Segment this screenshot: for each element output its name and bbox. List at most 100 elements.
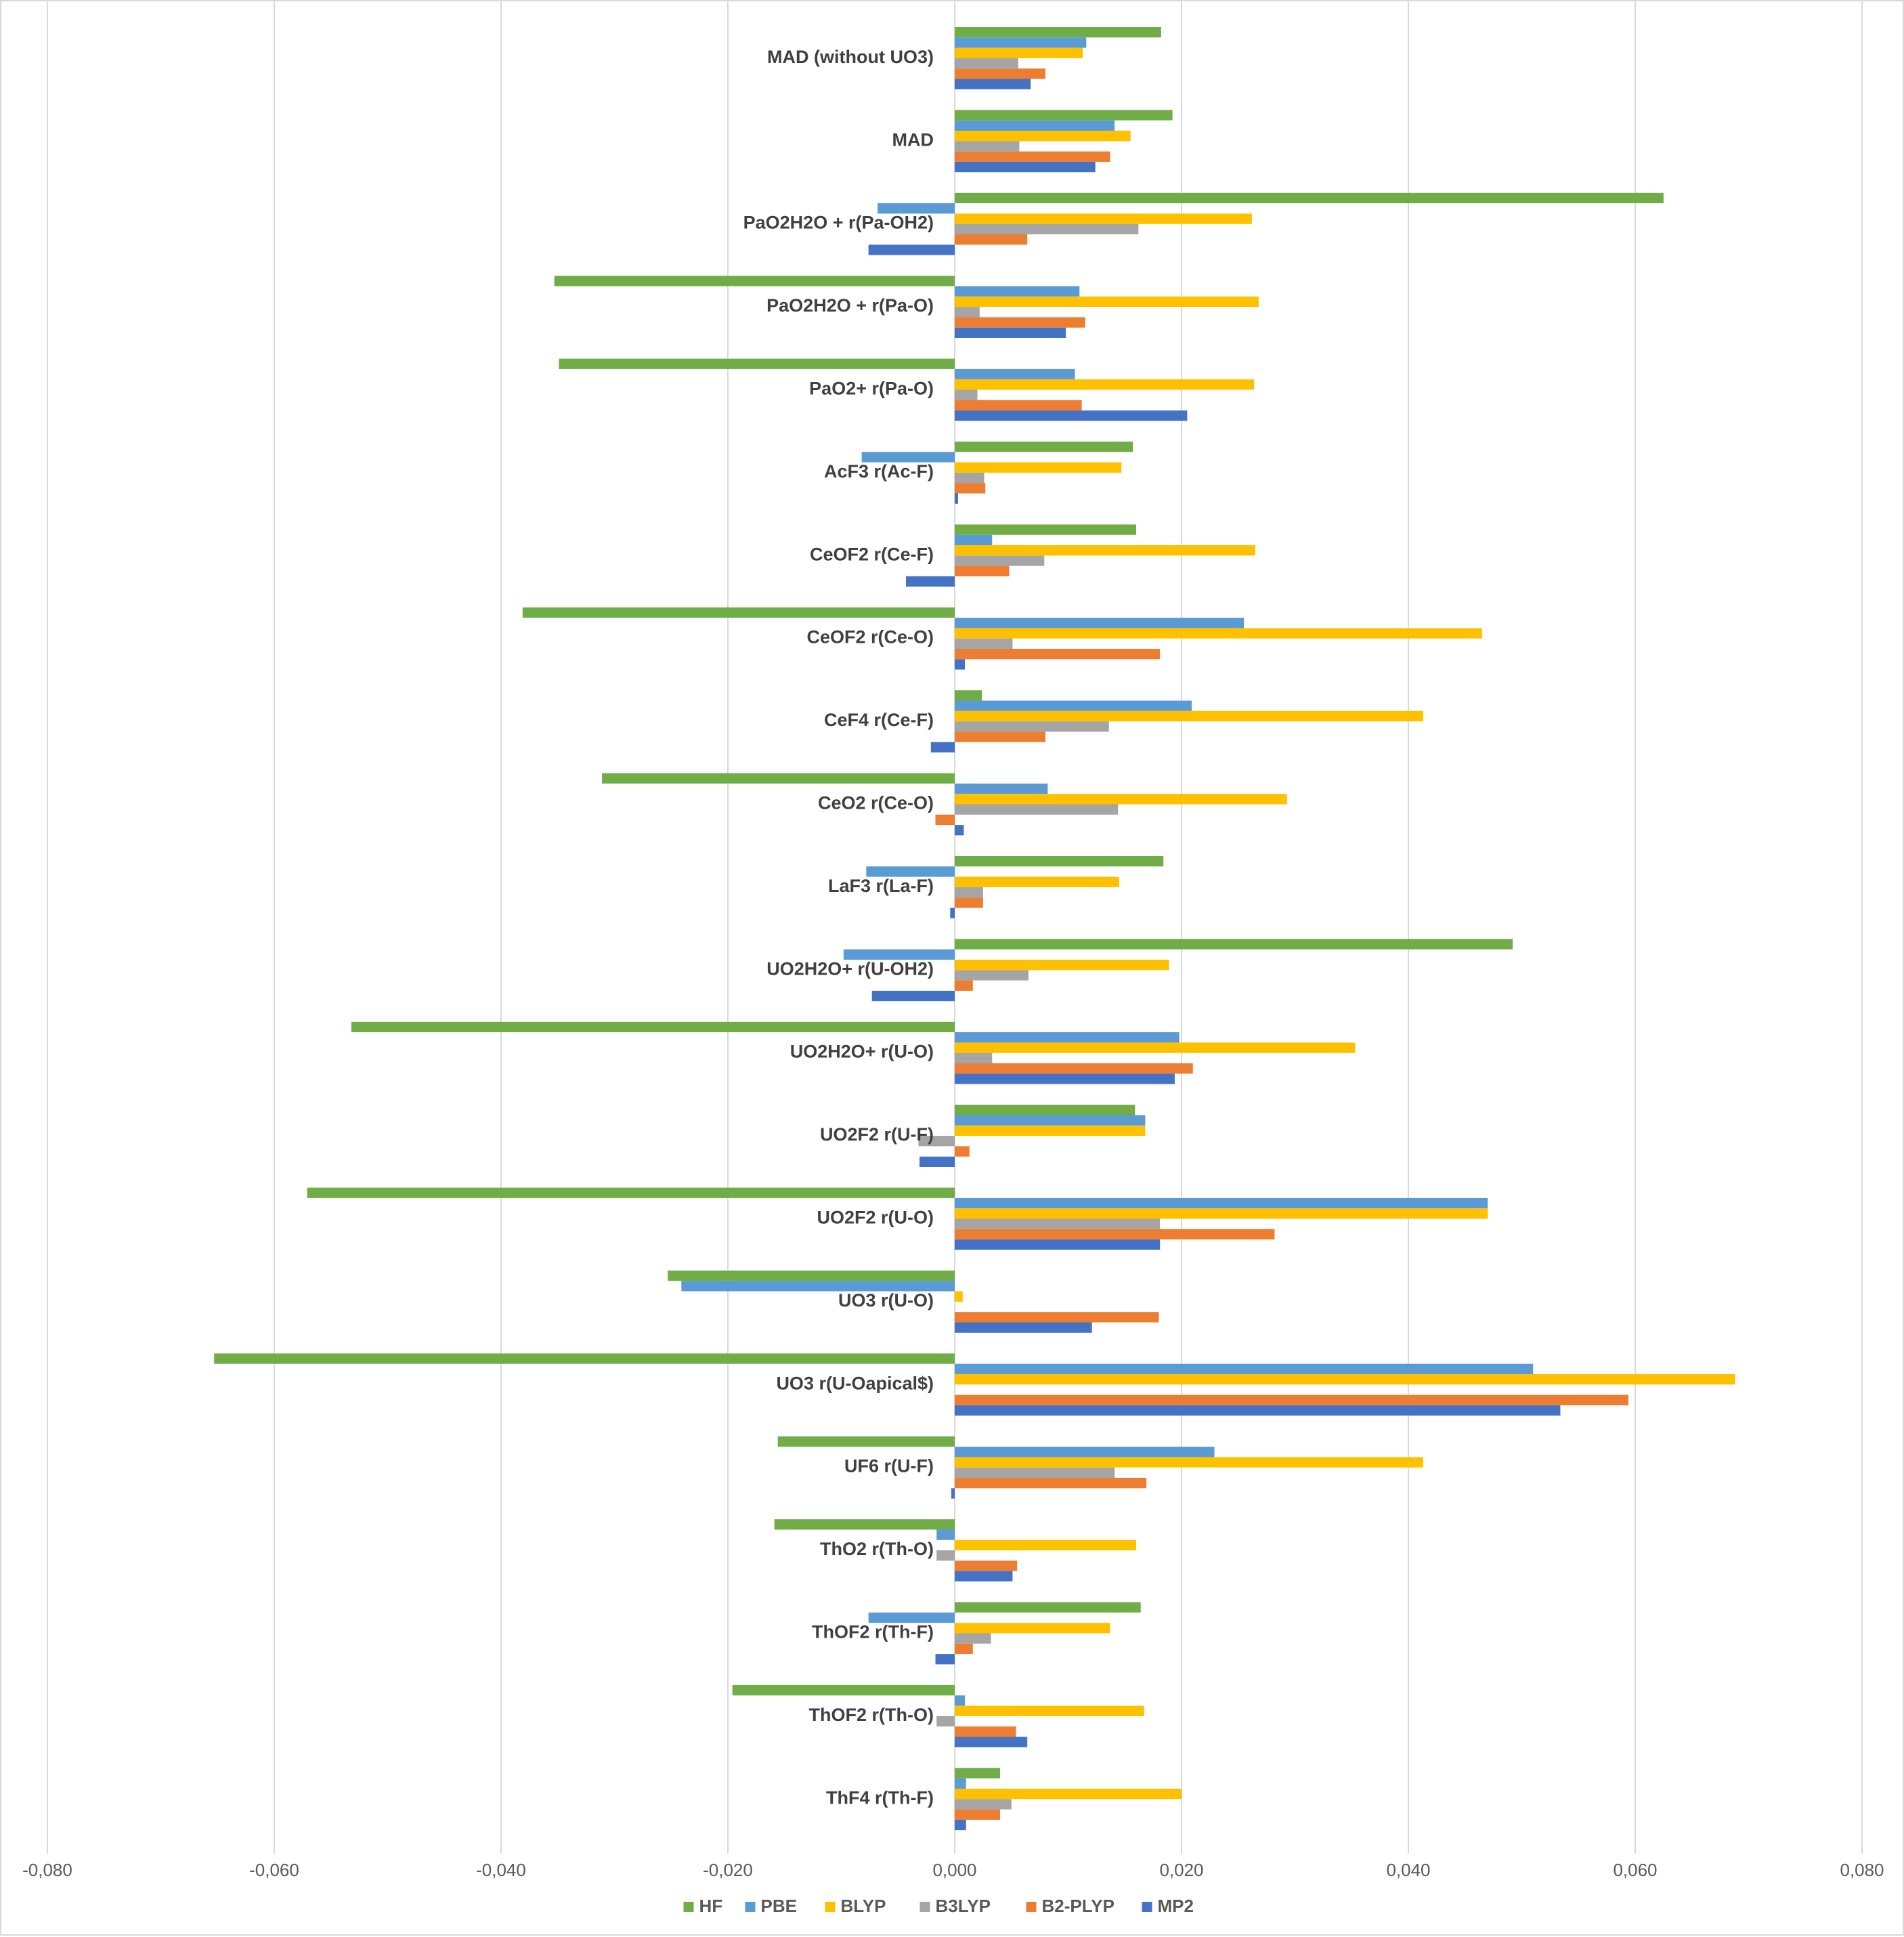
bar-blyp: [955, 1539, 1136, 1551]
category-label: PaO2H2O + r(Pa-O): [766, 295, 934, 316]
bar-blyp: [955, 131, 1131, 142]
bar-mp2: [871, 990, 955, 1002]
legend-label-b3lyp: B3LYP: [936, 1896, 991, 1916]
bar-blyp: [955, 1457, 1423, 1468]
bar-mp2: [955, 1405, 1561, 1416]
bar-mp2: [955, 1737, 1028, 1747]
bar-b2-plyp: [955, 317, 1085, 328]
bar-b2-plyp: [955, 1229, 1275, 1240]
bar-b3lyp: [955, 970, 1029, 981]
bar-b3lyp: [955, 721, 1109, 732]
bar-pbe: [955, 1447, 1215, 1457]
bar-pbe: [955, 618, 1245, 629]
bar-b2-plyp: [955, 1560, 1018, 1571]
bar-pbe: [868, 1612, 955, 1623]
x-axis-tick-labels: -0,080 -0,060 -0,040 -0,020 0,000 0,020 0,040 0…: [22, 1860, 1884, 1880]
legend-label-pbe: PBE: [761, 1896, 797, 1916]
bar-pbe: [955, 1778, 966, 1789]
bar-blyp: [955, 545, 1255, 556]
bar-hf: [351, 1021, 955, 1033]
bar-mp2: [955, 410, 1188, 421]
bar-pbe: [955, 1197, 1488, 1209]
bar-b2-plyp: [955, 1312, 1159, 1323]
bar-mp2: [955, 1571, 1013, 1581]
bar-b2-plyp: [955, 400, 1082, 411]
category-label: CeOF2 r(Ce-F): [810, 544, 934, 564]
bar-b3lyp: [955, 1467, 1115, 1478]
category-label: UF6 r(U-F): [844, 1456, 934, 1476]
bar-b3lyp: [955, 472, 985, 484]
bar-hf: [955, 27, 1161, 38]
legend: HF PBE BLYP B3LYP B2-PLYP MP2: [683, 1896, 1194, 1916]
bar-mp2: [955, 659, 966, 670]
bar-hf: [955, 690, 982, 701]
bar-hf: [774, 1519, 955, 1530]
category-label: UO2F2 r(U-F): [820, 1124, 934, 1145]
legend-label-blyp: BLYP: [841, 1896, 886, 1916]
bar-b2-plyp: [955, 731, 1045, 742]
category-label: ThF4 r(Th-F): [826, 1787, 934, 1808]
bar-hf: [559, 358, 955, 369]
bar-pbe: [866, 866, 955, 877]
legend-label-mp2: MP2: [1158, 1896, 1194, 1916]
bar-blyp: [955, 1125, 1146, 1136]
bar-mp2: [955, 79, 1031, 89]
bar-hf: [602, 773, 955, 784]
bar-b3lyp: [918, 1136, 955, 1147]
bar-b3lyp: [936, 1716, 955, 1727]
bar-hf: [777, 1436, 955, 1447]
bar-b3lyp: [955, 389, 978, 400]
bar-blyp: [955, 794, 1287, 805]
bar-b3lyp: [955, 307, 980, 318]
bar-b2-plyp: [955, 980, 973, 991]
x-tick-label: 0,000: [932, 1860, 976, 1880]
bar-mp2: [955, 493, 959, 504]
x-tick-label: -0,020: [703, 1860, 753, 1880]
bar-mp2: [935, 1654, 955, 1665]
bar-b3lyp: [955, 1633, 991, 1644]
legend-label-b2-plyp: B2-PLYP: [1042, 1896, 1115, 1916]
category-label: MAD (without UO3): [767, 47, 934, 67]
bar-hf: [955, 192, 1664, 204]
bar-b2-plyp: [955, 649, 1161, 660]
category-label: ThOF2 r(Th-O): [809, 1705, 934, 1725]
bar-pbe: [955, 534, 993, 545]
bar-mp2: [955, 1819, 966, 1831]
category-label: PaO2+ r(Pa-O): [809, 379, 934, 399]
bars: [214, 27, 1735, 1831]
bar-hf: [955, 1602, 1141, 1613]
bar-mp2: [955, 1073, 1175, 1084]
bar-b3lyp: [955, 555, 1045, 566]
bar-mp2: [955, 327, 1066, 338]
category-label: MAD: [892, 129, 934, 150]
bar-hf: [955, 442, 1133, 452]
bar-pbe: [878, 203, 955, 214]
bar-hf: [955, 939, 1513, 950]
bar-b2-plyp: [955, 1809, 1000, 1820]
bar-hf: [955, 1768, 1000, 1779]
bar-hf: [955, 856, 1164, 867]
bar-mp2: [955, 1239, 1161, 1250]
bar-mp2: [905, 576, 955, 587]
legend-swatch-mp2: [1142, 1902, 1152, 1912]
x-tick-label: 0,080: [1840, 1860, 1884, 1880]
bar-pbe: [843, 949, 955, 960]
bar-blyp: [955, 628, 1482, 639]
bar-blyp: [955, 213, 1252, 224]
bar-b2-plyp: [955, 483, 986, 494]
bar-blyp: [955, 462, 1122, 473]
bar-hf: [668, 1271, 955, 1281]
category-label: ThO2 r(Th-O): [820, 1539, 934, 1559]
bar-pbe: [955, 1695, 966, 1706]
bar-pbe: [955, 368, 1075, 380]
x-tick-label: -0,080: [22, 1860, 72, 1880]
bar-pbe: [955, 1032, 1180, 1043]
x-tick-label: -0,040: [476, 1860, 526, 1880]
bar-blyp: [955, 379, 1255, 390]
bar-b2-plyp: [955, 1643, 973, 1655]
bar-b2-plyp: [955, 151, 1110, 162]
bar-pbe: [955, 1363, 1534, 1374]
legend-swatch-hf: [683, 1902, 694, 1912]
